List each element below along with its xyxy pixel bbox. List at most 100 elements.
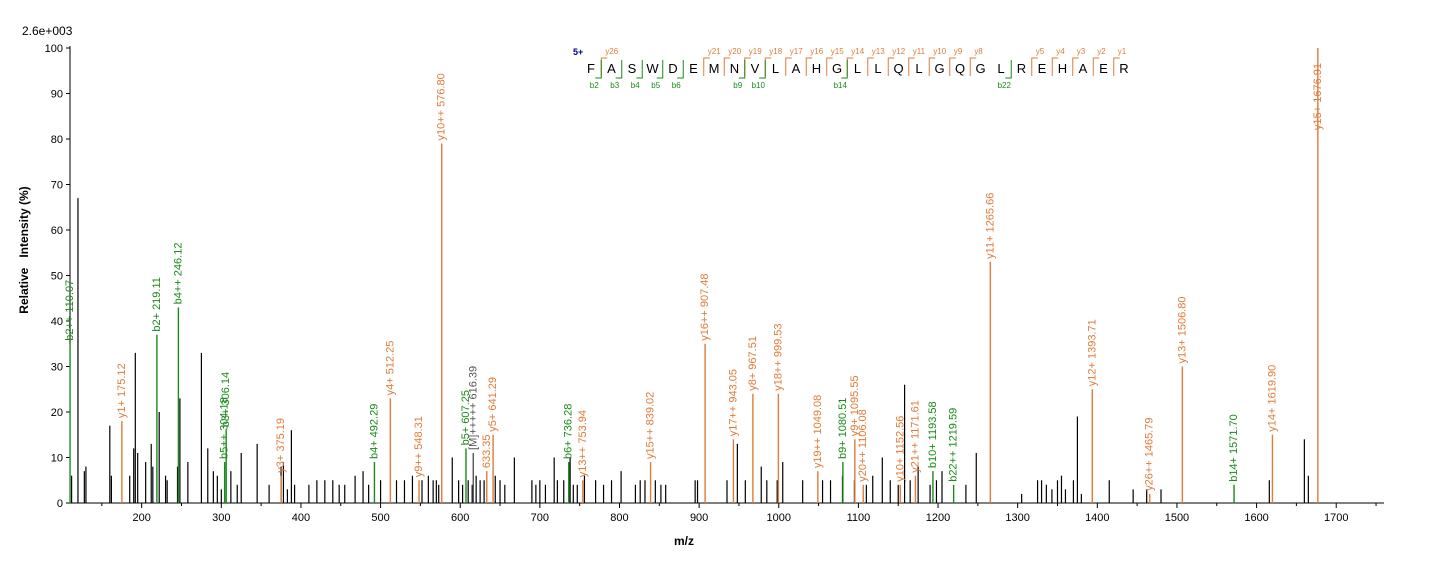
sequence-residue: G <box>934 61 944 76</box>
x-axis: 200 300 400 500 600 700 800 900 1000 1100 1200 1300… <box>70 502 1384 524</box>
y-ion-mark: y11 <box>913 47 926 56</box>
x-tick-label: 900 <box>690 512 708 524</box>
x-axis-ticks: 200 300 400 500 600 700 800 900 1000 1100 1200 1300… <box>101 503 1377 524</box>
x-tick-label: 1000 <box>767 512 791 524</box>
sequence-residue: Q <box>893 61 903 76</box>
peak-label: y9+ 1095.55 <box>849 375 861 436</box>
y-ion-bracket <box>805 57 813 76</box>
sequence-residue: A <box>792 61 801 76</box>
b-ion-bracket <box>636 60 643 79</box>
sequence-residue: L <box>874 61 881 76</box>
peak-label: b5+ 607.25 <box>460 390 472 445</box>
b-ion-bracket <box>759 60 766 79</box>
x-tick-label: 200 <box>132 512 150 524</box>
y-ion-bracket <box>846 57 854 76</box>
x-tick-label: 1600 <box>1244 512 1268 524</box>
peak-label: y14+ 1619.90 <box>1266 365 1278 432</box>
b-ion-bracket <box>1005 60 1012 79</box>
peak-label: b10+ 1193.58 <box>927 401 939 468</box>
intensity-scale-label: 2.6e+003 <box>22 24 73 38</box>
peak-label: y1+ 175.12 <box>116 363 128 418</box>
y-ion-mark: y26 <box>605 47 618 56</box>
sequence-residue: E <box>1099 61 1108 76</box>
y-ion-mark: y16 <box>810 47 823 56</box>
peak-label: b22++ 1219.59 <box>948 408 960 482</box>
y-ion-mark: y12 <box>892 47 905 56</box>
peak-label: y11+ 1265.66 <box>984 193 996 259</box>
y-ion-bracket <box>1031 57 1038 76</box>
b-ion-bracket <box>738 60 746 79</box>
b-ion-mark: b10 <box>752 81 766 90</box>
sequence-residue: L <box>997 61 1004 76</box>
y-tick-label: 60 <box>51 225 63 237</box>
y-ion-bracket <box>1051 57 1059 76</box>
peak-label: b6+ 736.28 <box>563 404 575 459</box>
peak-label: y13++ 753.94 <box>577 410 589 477</box>
peak-label: y13+ 1506.80 <box>1176 297 1188 364</box>
peak-label: y18++ 999.53 <box>772 324 784 391</box>
y-ion-mark: y1 <box>1118 47 1127 56</box>
peak-label: y19++ 1049.08 <box>812 395 824 468</box>
y-ion-mark: y10 <box>933 47 946 56</box>
sequence-residue: M <box>709 61 720 76</box>
peak-label: [M]+++++ 616.39 <box>467 366 479 450</box>
x-tick-label: 1400 <box>1085 512 1109 524</box>
y-ion-mark: y14 <box>851 47 864 56</box>
x-tick-label: 1500 <box>1165 512 1189 524</box>
x-tick-label: 500 <box>371 512 389 524</box>
b-ion-mark: b3 <box>610 81 619 90</box>
y-tick-label: 100 <box>45 43 63 55</box>
y-ion-mark: y3 <box>1077 47 1086 56</box>
b-ion-mark: b4 <box>631 81 640 90</box>
sequence-residue: L <box>915 61 922 76</box>
y-tick-label: 10 <box>51 453 63 465</box>
x-tick-label: 1100 <box>847 512 871 524</box>
sequence-residue: A <box>607 61 616 76</box>
y-tick-label: 90 <box>51 89 63 101</box>
peak-label: y8+ 967.51 <box>747 336 759 391</box>
b-ion-mark: b6 <box>672 81 681 90</box>
peak-label: y21++ 1171.61 <box>909 400 921 473</box>
x-tick-label: 600 <box>451 512 469 524</box>
peak-label: y4+ 512.25 <box>384 341 396 396</box>
b-ion-bracket <box>595 60 602 79</box>
b-ion-mark: b2 <box>590 81 599 90</box>
sequence-residue: R <box>1119 61 1128 76</box>
peak-label: y10++ 576.80 <box>436 73 448 140</box>
b-ion-mark: b22 <box>998 81 1012 90</box>
y-ion-mark: y19 <box>749 47 762 56</box>
b-ion-mark: b9 <box>733 81 742 90</box>
peak-label: y12+ 1393.71 <box>1086 319 1098 386</box>
peak-label: b14+ 1571.70 <box>1228 414 1240 482</box>
x-tick-label: 800 <box>610 512 628 524</box>
x-tick-label: 700 <box>531 512 549 524</box>
precursor-charge: 5+ <box>573 47 583 57</box>
sequence-residue: L <box>854 61 861 76</box>
sequence-residue: N <box>730 61 739 76</box>
b-ion-bracket <box>677 60 684 79</box>
x-tick-label: 300 <box>212 512 230 524</box>
x-tick-label: 1200 <box>926 512 950 524</box>
y-ion-bracket <box>867 57 874 76</box>
sequence-residue: E <box>689 61 698 76</box>
y-ion-mark: y20 <box>728 47 741 56</box>
sequence-residue: A <box>1079 61 1088 76</box>
sequence-residue: Q <box>955 61 965 76</box>
y-axis-title: Relative Intensity (%) <box>17 186 31 313</box>
sequence-residue: W <box>646 61 659 76</box>
sequence-residue: D <box>668 61 677 76</box>
y-ion-bracket <box>1113 57 1120 76</box>
peak-labels: b2++ 110.07 y1+ 175.12 b2+ 219.11 b4++ 246.… <box>64 63 1324 491</box>
peak-label: b2+ 219.11 <box>151 277 163 332</box>
y-tick-label: 0 <box>57 498 63 510</box>
x-tick-label: 1700 <box>1324 512 1348 524</box>
peak-label: y5+ 641.29 <box>487 377 499 432</box>
y-ion-mark: y21 <box>708 47 721 56</box>
sequence-residue: G <box>832 61 842 76</box>
y-ion-bracket <box>1092 57 1100 76</box>
sequence-residue: V <box>751 61 760 76</box>
spectrum-peaks <box>69 48 1319 503</box>
y-ion-bracket <box>1072 57 1079 76</box>
peak-label: b3+ 306.14 <box>220 372 232 427</box>
